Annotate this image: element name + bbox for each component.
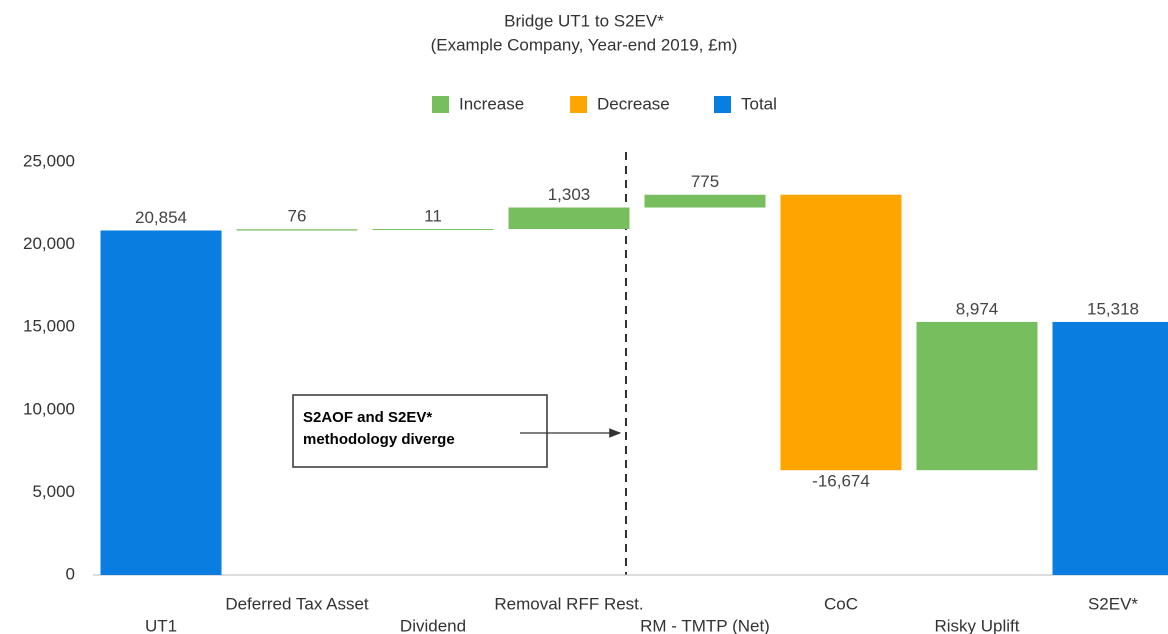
y-tick-label: 15,000 — [23, 317, 75, 336]
y-tick-label: 20,000 — [23, 234, 75, 253]
legend-label: Total — [741, 94, 777, 113]
annotation: S2AOF and S2EV* — [303, 409, 432, 426]
y-tick-label: 25,000 — [23, 151, 75, 170]
chart-subtitle: (Example Company, Year-end 2019, £m) — [431, 35, 738, 54]
value-label: 20,854 — [135, 208, 187, 227]
bar — [236, 229, 358, 231]
legend-swatch — [714, 96, 731, 113]
x-tick-label: Risky Uplift — [934, 616, 1019, 634]
y-tick-label: 5,000 — [32, 482, 75, 501]
bar — [1052, 321, 1168, 575]
value-label: 76 — [288, 207, 307, 226]
x-tick-label: RM - TMTP (Net) — [640, 616, 770, 634]
legend-label: Increase — [459, 94, 524, 113]
y-tick-label: 10,000 — [23, 399, 75, 418]
value-label: 15,318 — [1087, 299, 1139, 318]
value-label: 1,303 — [548, 185, 591, 204]
value-label: 775 — [691, 172, 719, 191]
annotation-box — [292, 394, 548, 468]
bar — [644, 194, 766, 208]
legend-swatch — [570, 96, 587, 113]
x-tick-label: S2EV* — [1088, 594, 1138, 613]
bar — [372, 229, 494, 231]
value-label: 8,974 — [956, 299, 999, 318]
x-tick-label: Dividend — [400, 616, 466, 634]
chart-title: Bridge UT1 to S2EV* — [504, 11, 664, 30]
bar — [100, 230, 222, 575]
bar — [916, 321, 1038, 471]
bar — [508, 207, 630, 230]
x-tick-label: UT1 — [145, 616, 177, 634]
annotation: methodology diverge — [303, 431, 455, 448]
x-tick-label: CoC — [824, 594, 858, 613]
x-tick-label: Deferred Tax Asset — [225, 594, 369, 613]
legend-swatch — [432, 96, 449, 113]
x-tick-label: Removal RFF Rest. — [494, 594, 643, 613]
value-label: -16,674 — [812, 472, 870, 491]
y-tick-label: 0 — [66, 564, 75, 583]
value-label: 11 — [424, 207, 442, 226]
bar — [780, 194, 902, 471]
legend-label: Decrease — [597, 94, 670, 113]
